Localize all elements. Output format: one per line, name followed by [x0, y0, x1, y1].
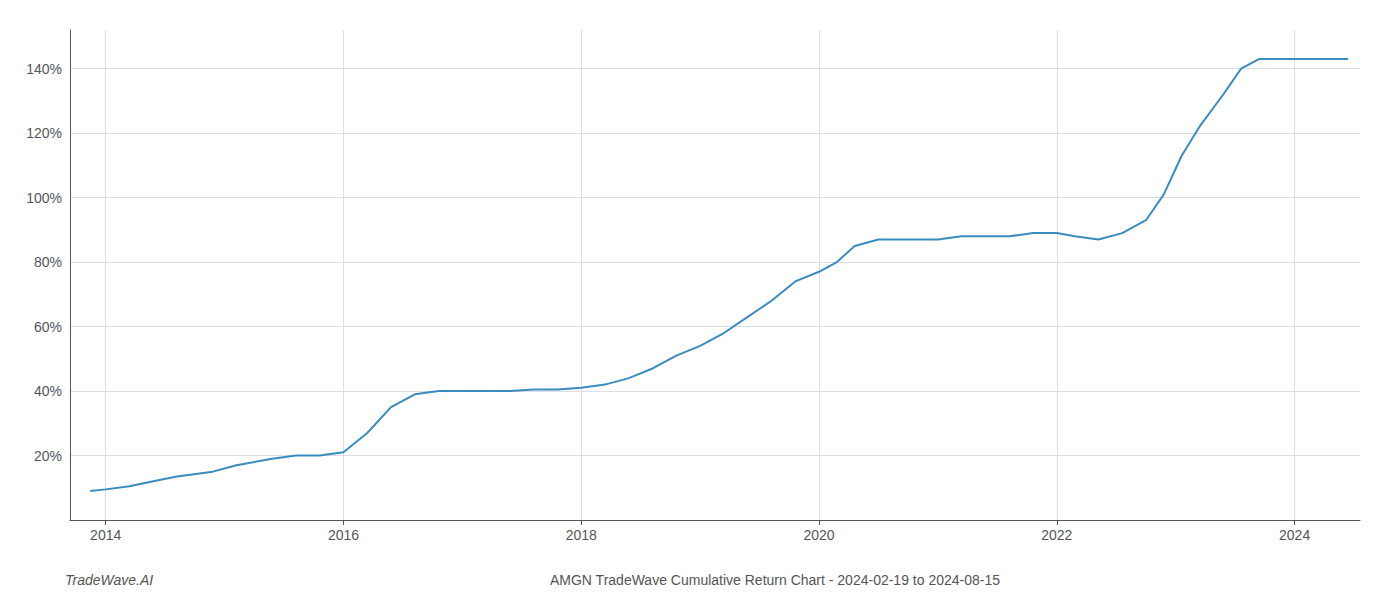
svg-text:100%: 100%	[26, 190, 62, 206]
svg-text:60%: 60%	[34, 319, 62, 335]
svg-text:2024: 2024	[1279, 527, 1310, 543]
svg-text:20%: 20%	[34, 448, 62, 464]
svg-text:120%: 120%	[26, 125, 62, 141]
svg-text:80%: 80%	[34, 254, 62, 270]
svg-text:140%: 140%	[26, 61, 62, 77]
svg-text:2018: 2018	[566, 527, 597, 543]
svg-text:2022: 2022	[1041, 527, 1072, 543]
svg-text:AMGN TradeWave Cumulative Retu: AMGN TradeWave Cumulative Return Chart -…	[550, 572, 1000, 588]
svg-text:2014: 2014	[90, 527, 121, 543]
svg-text:2016: 2016	[328, 527, 359, 543]
svg-text:40%: 40%	[34, 383, 62, 399]
svg-text:2020: 2020	[803, 527, 834, 543]
svg-text:TradeWave.AI: TradeWave.AI	[65, 572, 153, 588]
